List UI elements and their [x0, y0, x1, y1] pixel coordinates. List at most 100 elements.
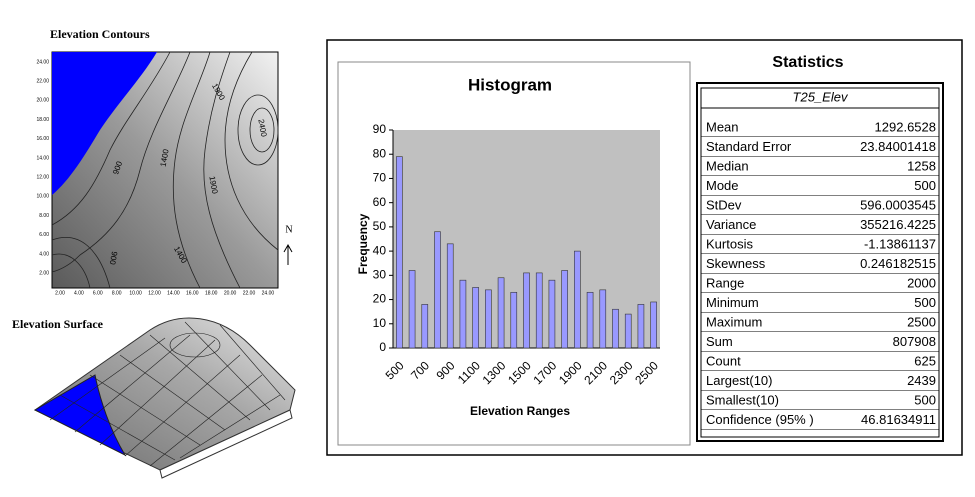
contour-y-tick: 6.00 — [39, 232, 49, 238]
bar — [599, 289, 607, 349]
contour-x-tick: 14.00 — [167, 290, 180, 296]
contour-x-tick: 4.00 — [74, 290, 84, 296]
stats-value: 1258 — [907, 158, 936, 173]
y-tick-label: 80 — [373, 146, 387, 160]
contour-y-tick: 18.00 — [36, 117, 49, 123]
bar — [548, 279, 556, 349]
contour-x-tick: 16.00 — [186, 290, 199, 296]
north-label: N — [285, 224, 292, 235]
bar — [624, 313, 632, 349]
y-tick-label: 40 — [373, 243, 387, 257]
bar — [612, 308, 619, 349]
contour-y-tick: 22.00 — [36, 79, 49, 85]
bar — [408, 270, 416, 349]
y-tick-label: 50 — [373, 219, 387, 233]
stats-label: Maximum — [706, 314, 762, 329]
stats-value: 625 — [914, 353, 936, 368]
stats-value: 0.246182515 — [860, 256, 936, 271]
stats-label: Smallest(10) — [706, 392, 779, 407]
stats-table — [696, 82, 944, 442]
stats-label: Mean — [706, 119, 739, 134]
stats-column: T25_Elev — [793, 89, 849, 104]
stats-value: -1.13861137 — [864, 236, 936, 251]
contour-x-tick: 2.00 — [55, 290, 65, 296]
stats-value: 46.81634911 — [861, 412, 936, 427]
contour-label: 900 — [111, 160, 124, 176]
stats-value: 2439 — [907, 373, 936, 388]
bar — [396, 156, 403, 349]
x-axis-label: Elevation Ranges — [470, 404, 570, 418]
stats-value: 23.84001418 — [860, 139, 936, 154]
bar — [459, 279, 467, 349]
stats-label: Median — [706, 158, 749, 173]
bar — [497, 277, 505, 349]
stats-label: Count — [706, 353, 741, 368]
y-tick-label: 30 — [373, 268, 387, 282]
stats-value: 807908 — [893, 334, 936, 349]
contour-x-tick: 20.00 — [224, 290, 237, 296]
stats-label: Range — [706, 275, 744, 290]
contour-x-tick: 22.00 — [243, 290, 256, 296]
bar — [434, 231, 441, 349]
bar — [586, 291, 594, 349]
contour-y-tick: 2.00 — [39, 271, 49, 277]
stats-label: Confidence (95% ) — [706, 412, 814, 427]
surface-title: Elevation Surface — [12, 317, 104, 331]
bar — [561, 270, 568, 349]
stats-value: 2500 — [907, 314, 936, 329]
contour-y-tick: 10.00 — [36, 194, 49, 200]
y-tick-label: 10 — [373, 316, 387, 330]
y-tick-label: 60 — [373, 195, 387, 209]
stats-label: Sum — [706, 334, 733, 349]
bar — [421, 304, 429, 349]
contour-x-tick: 12.00 — [148, 290, 161, 296]
stats-label: Variance — [706, 217, 756, 232]
y-tick-label: 0 — [379, 340, 386, 354]
contour-y-tick: 24.00 — [36, 59, 49, 65]
y-axis-label: Frequency — [356, 213, 370, 274]
contour-map — [51, 51, 293, 289]
stats-label: Minimum — [706, 295, 759, 310]
stats-inner — [700, 87, 940, 438]
chart-title: Histogram — [468, 75, 552, 94]
contour-x-tick: 10.00 — [129, 290, 142, 296]
contour-y-tick: 20.00 — [36, 98, 49, 104]
contour-x-tick: 8.00 — [112, 290, 122, 296]
stats-label: Mode — [706, 178, 739, 193]
bar — [574, 250, 581, 349]
stats-value: 500 — [914, 295, 936, 310]
contour-x-tick: 24.00 — [262, 290, 275, 296]
y-tick-label: 70 — [373, 171, 387, 185]
bar — [637, 304, 645, 349]
stats-value: 1292.6528 — [875, 119, 936, 134]
bar — [472, 287, 479, 349]
y-tick-label: 90 — [373, 122, 387, 136]
bar — [510, 291, 518, 349]
contour-y-tick: 12.00 — [36, 175, 49, 181]
stats-value: 596.0003545 — [860, 197, 936, 212]
contour-x-tick: 18.00 — [205, 290, 218, 296]
bar — [650, 301, 657, 349]
stats-label: Skewness — [706, 256, 766, 271]
bar — [446, 243, 454, 349]
stats-label: Largest(10) — [706, 373, 772, 388]
contour-label: 2400 — [256, 118, 268, 138]
bar — [535, 272, 543, 349]
contour-y-tick: 8.00 — [39, 213, 49, 219]
stats-title: Statistics — [772, 54, 843, 71]
bar — [523, 272, 530, 349]
stats-value: 500 — [914, 392, 936, 407]
contour-x-tick: 6.00 — [93, 290, 103, 296]
contour-label: 1900 — [207, 175, 219, 195]
stats-value: 500 — [914, 178, 936, 193]
surface-plot — [33, 317, 296, 479]
contour-y-tick: 16.00 — [36, 136, 49, 142]
stats-value: 355216.4225 — [860, 217, 936, 232]
contour-title: Elevation Contours — [50, 27, 150, 41]
contour-label: 900 — [108, 251, 119, 266]
stats-value: 2000 — [907, 275, 936, 290]
stats-label: Kurtosis — [706, 236, 753, 251]
contour-y-tick: 4.00 — [39, 251, 49, 257]
